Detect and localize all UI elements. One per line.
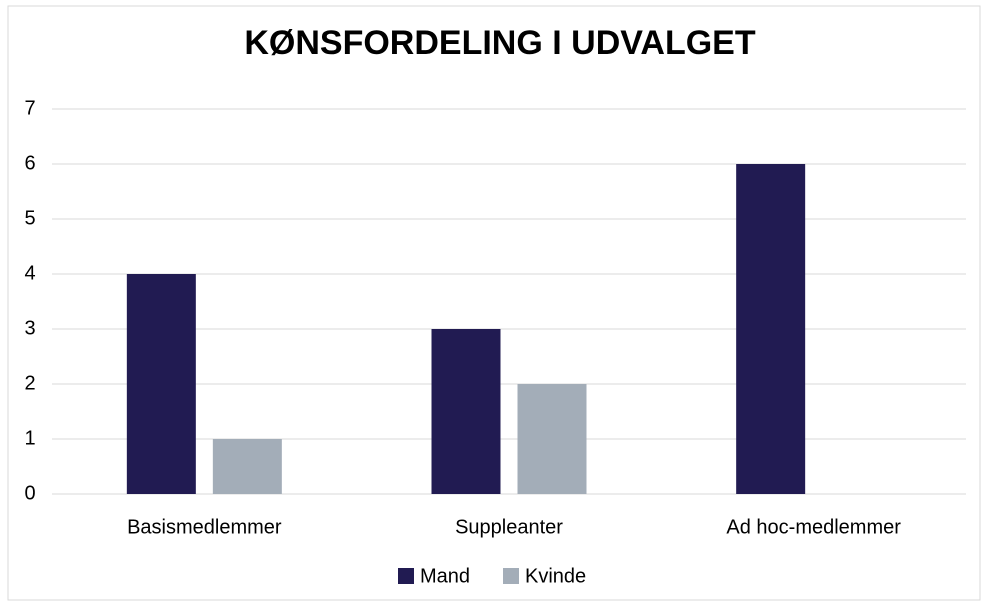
y-tick-label: 1	[24, 427, 35, 449]
x-tick-label: Suppleanter	[455, 516, 563, 538]
x-tick-label: Basismedlemmer	[127, 516, 282, 538]
y-tick-label: 7	[24, 97, 35, 119]
bar	[212, 439, 282, 494]
y-tick-label: 6	[24, 152, 35, 174]
legend-swatch	[398, 568, 414, 584]
chart-title: KØNSFORDELING I UDVALGET	[244, 24, 755, 62]
bar	[736, 164, 806, 494]
x-tick-label: Ad hoc-medlemmer	[726, 516, 901, 538]
y-tick-label: 0	[24, 482, 35, 504]
y-tick-label: 4	[24, 262, 35, 284]
legend-label: Kvinde	[525, 565, 586, 587]
bar	[517, 384, 587, 494]
y-tick-label: 2	[24, 372, 35, 394]
legend-swatch	[503, 568, 519, 584]
bar	[126, 274, 196, 494]
y-tick-label: 5	[24, 207, 35, 229]
y-tick-label: 3	[24, 317, 35, 339]
bar	[431, 329, 501, 494]
legend-label: Mand	[420, 565, 470, 587]
